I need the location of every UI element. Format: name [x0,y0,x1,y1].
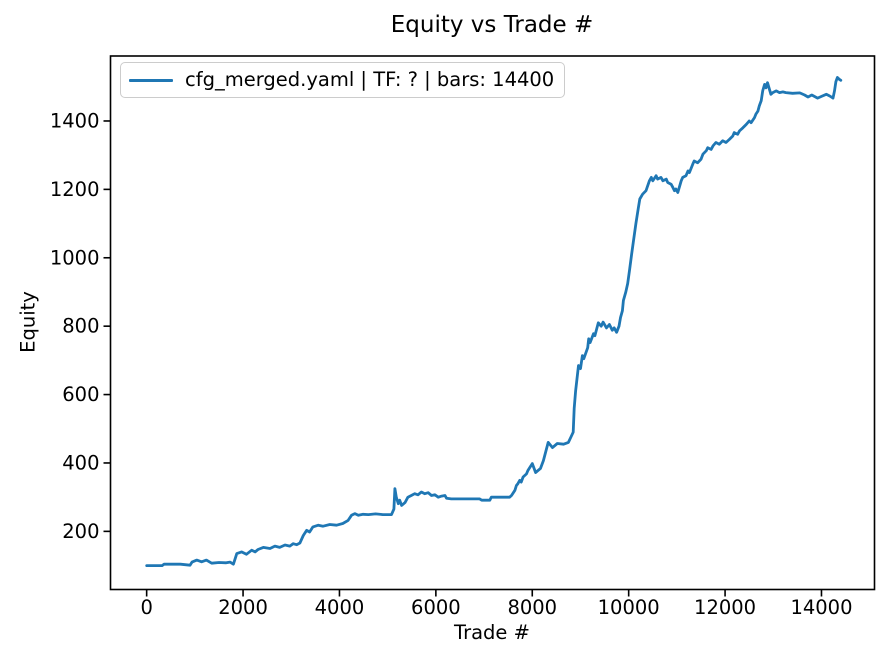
x-tick-label: 0 [140,596,152,619]
x-axis-label: Trade # [454,621,530,644]
y-tick-label: 600 [62,383,99,406]
y-tick-label: 800 [62,315,99,338]
legend-label: cfg_merged.yaml | TF: ? | bars: 14400 [185,68,555,92]
y-axis-label: Equity [16,291,40,353]
y-tick-label: 1400 [50,109,100,132]
legend-line-sample-icon [129,78,173,82]
y-tick-label: 1000 [50,246,100,269]
x-tick-label: 12000 [694,596,756,619]
legend: cfg_merged.yaml | TF: ? | bars: 14400 [120,62,566,98]
equity-curve [145,76,843,567]
y-tick-label: 400 [62,451,99,474]
chart-title: Equity vs Trade # [390,12,594,38]
x-tick-label: 10000 [598,596,660,619]
x-tick-label: 6000 [411,596,461,619]
x-tick-label: 2000 [218,596,268,619]
x-tick-label: 14000 [790,596,852,619]
x-tick-label: 4000 [315,596,365,619]
x-tick-label: 8000 [507,596,557,619]
y-tick-label: 200 [62,520,99,543]
y-tick-label: 1200 [50,178,100,201]
axes-frame [109,55,876,591]
